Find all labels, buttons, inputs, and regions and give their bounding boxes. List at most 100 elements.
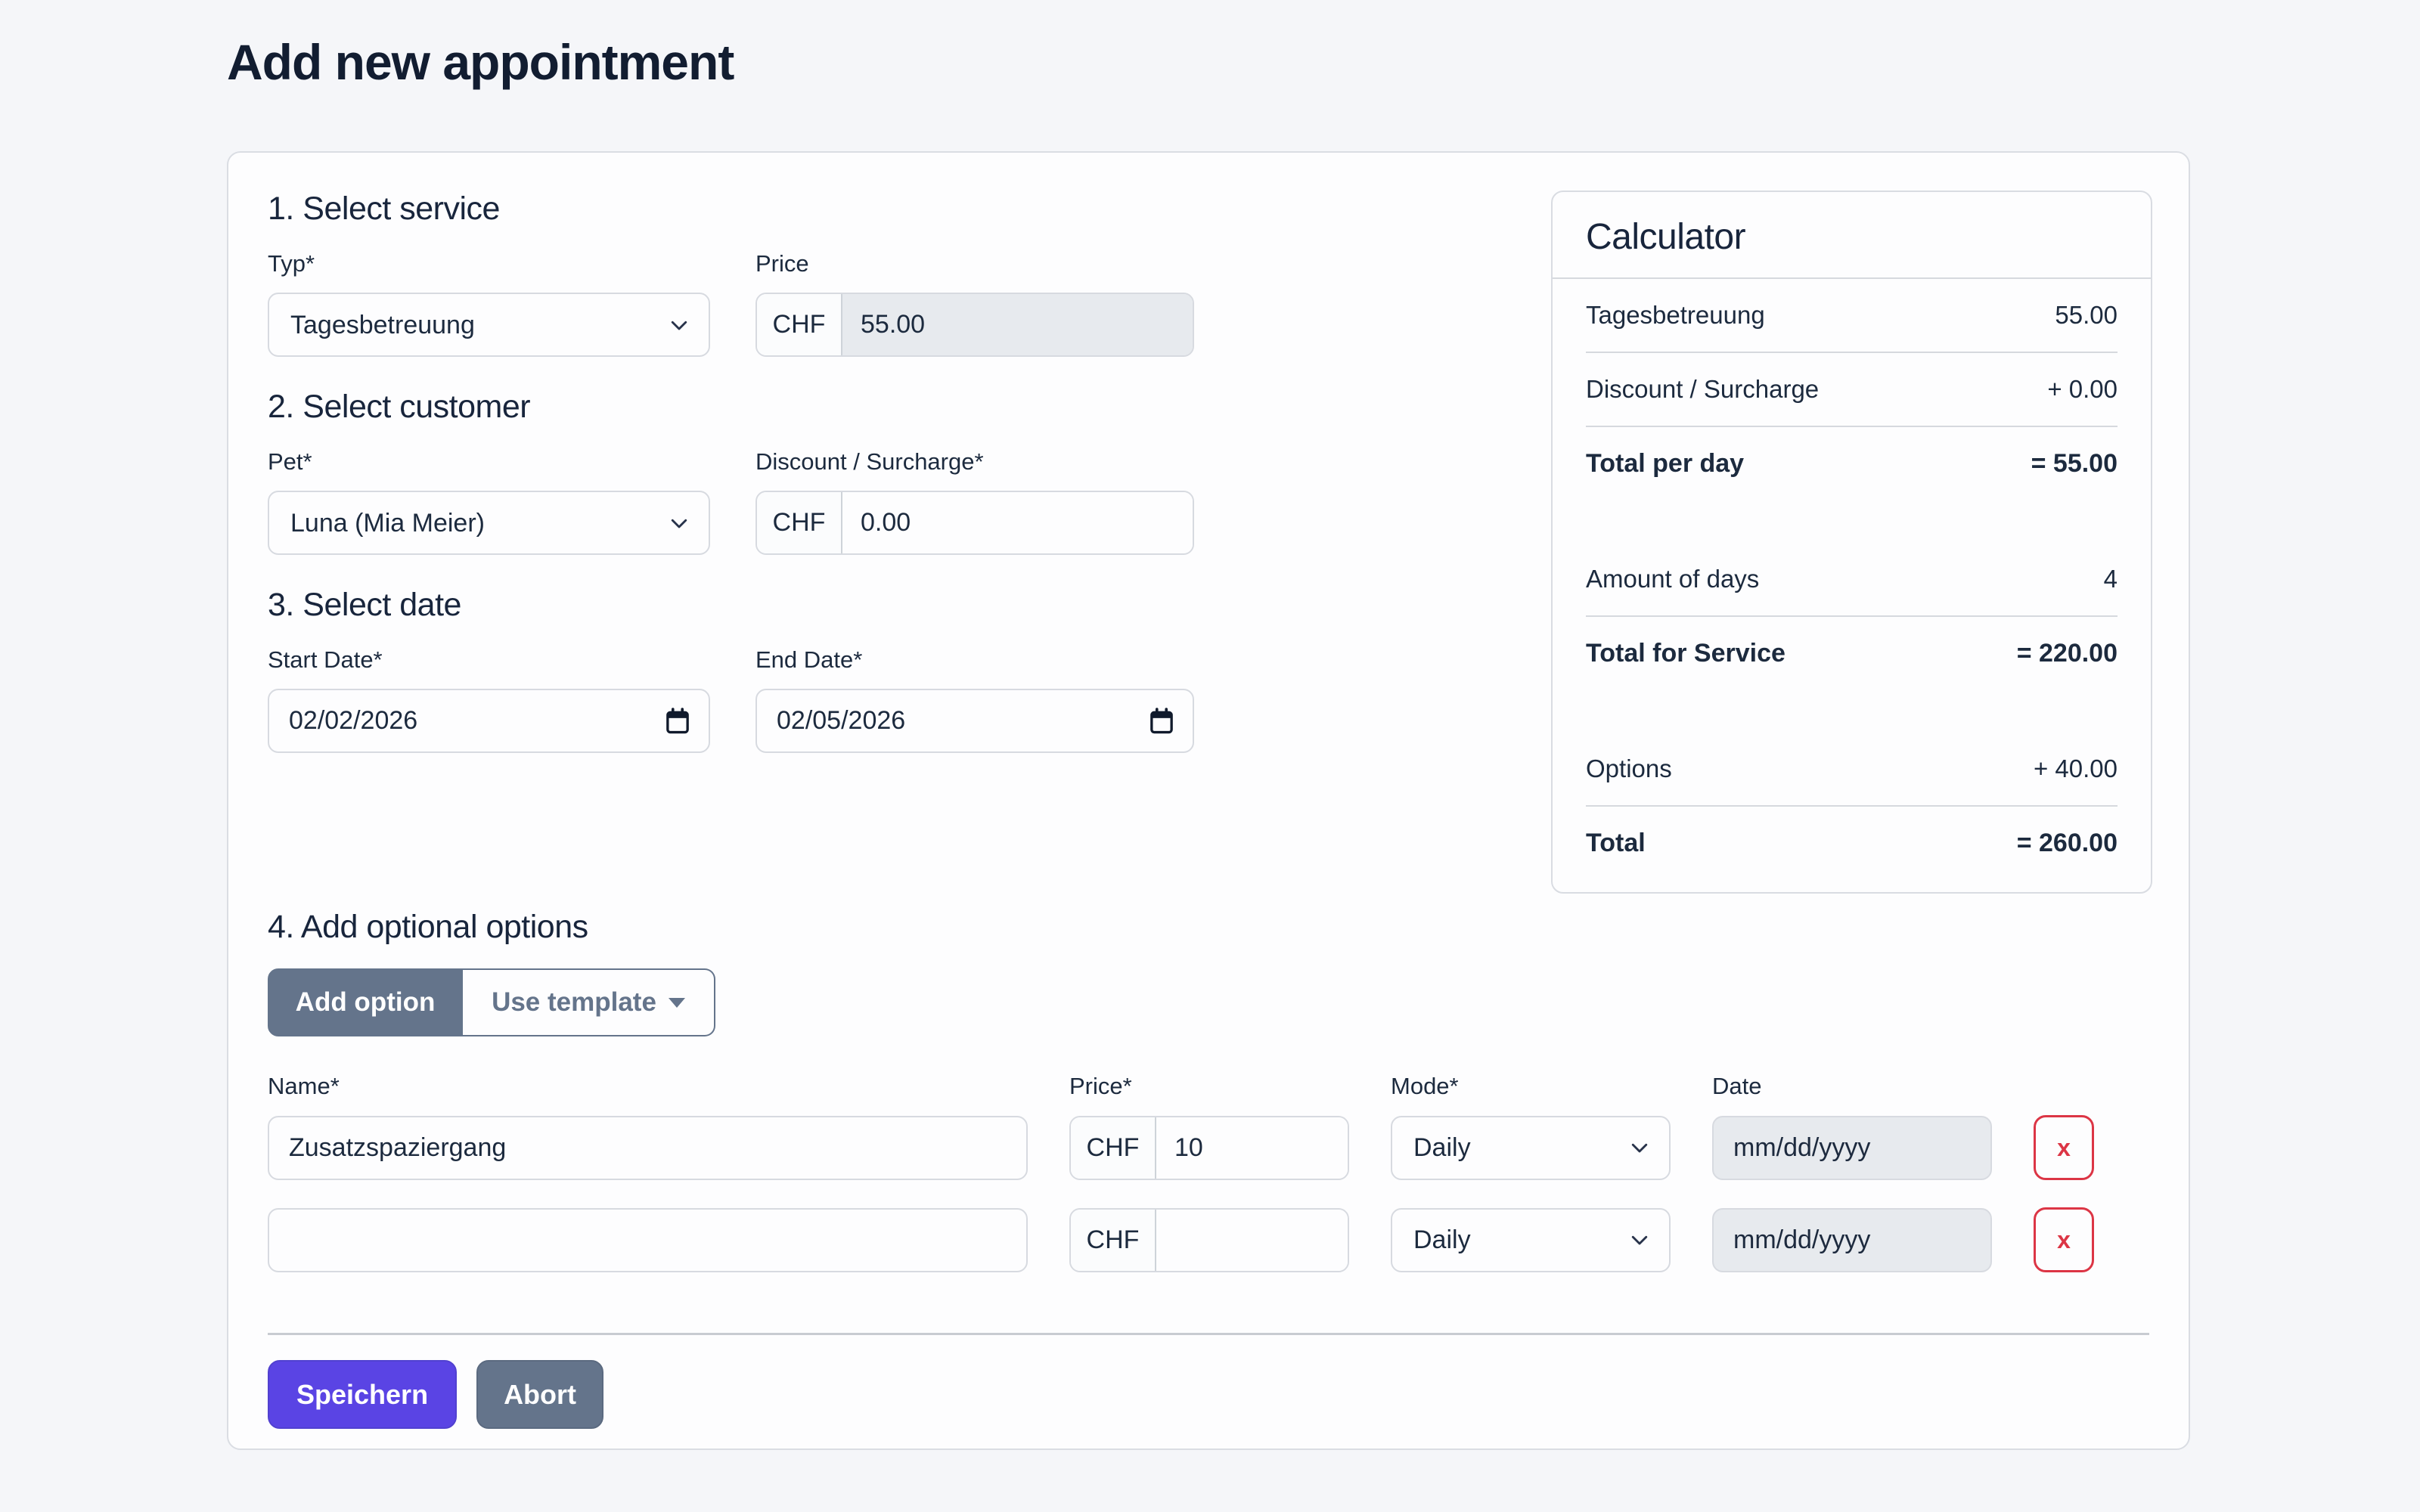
pet-label: Pet*	[268, 448, 312, 475]
customer-fields: Pet* Luna (Mia Meier) Discount / Surchar…	[268, 448, 1516, 555]
option-name-input[interactable]	[268, 1207, 1028, 1272]
calc-row-label: Discount / Surcharge	[1586, 375, 1820, 403]
calc-row-label: Options	[1586, 754, 1672, 782]
price-input	[842, 294, 1193, 355]
calc-row-days: Amount of days 4	[1586, 543, 2118, 615]
calc-row-value: = 220.00	[2016, 639, 2118, 668]
calc-row-label: Total	[1586, 829, 1646, 857]
price-input-group: CHF	[755, 293, 1194, 357]
option-mode-column-label: Mode*	[1391, 1073, 1459, 1099]
currency-prefix: CHF	[1071, 1117, 1156, 1179]
option-price-input[interactable]	[1156, 1117, 1348, 1179]
footer-divider	[268, 1333, 2149, 1335]
option-date-column-label: Date	[1712, 1073, 1762, 1099]
price-field: Price CHF	[755, 250, 1194, 357]
calc-row-service: Tagesbetreuung 55.00	[1586, 279, 2118, 352]
calc-row-label: Total per day	[1586, 449, 1745, 478]
calc-row-total-service: Total for Service = 220.00	[1586, 617, 2118, 690]
calc-row-discount: Discount / Surcharge + 0.00	[1586, 353, 2118, 426]
calc-row-value: + 0.00	[2047, 375, 2118, 403]
calc-row-value: + 40.00	[2033, 754, 2118, 782]
calc-row-total: Total = 260.00	[1586, 807, 2118, 880]
use-template-button[interactable]: Use template	[463, 968, 715, 1036]
option-date-input	[1712, 1207, 1992, 1272]
typ-select-wrap: Tagesbetreuung	[268, 293, 710, 357]
price-label: Price	[755, 250, 809, 277]
calc-row-total-per-day: Total per day = 55.00	[1586, 427, 2118, 500]
currency-prefix: CHF	[757, 294, 842, 355]
discount-label: Discount / Surcharge*	[755, 448, 984, 475]
option-price-column-label: Price*	[1069, 1073, 1132, 1099]
option-name-column-label: Name*	[268, 1073, 340, 1099]
section-heading-customer: 2. Select customer	[268, 389, 531, 425]
calculator-panel: Calculator Tagesbetreuung 55.00 Discount…	[1551, 191, 2152, 894]
calculator-column: Calculator Tagesbetreuung 55.00 Discount…	[1551, 191, 2152, 894]
calc-divider	[1586, 352, 2118, 353]
discount-field: Discount / Surcharge* CHF	[755, 448, 1194, 555]
option-date-input	[1712, 1115, 1992, 1180]
start-date-label: Start Date*	[268, 646, 383, 673]
option-name-input[interactable]	[268, 1115, 1028, 1180]
remove-option-button[interactable]: x	[2034, 1207, 2094, 1272]
abort-button[interactable]: Abort	[476, 1360, 604, 1429]
start-date-input[interactable]	[268, 689, 710, 753]
top-row: 1. Select service Typ* Tagesbetreuung Pr…	[268, 191, 2152, 894]
calculator-body: Tagesbetreuung 55.00 Discount / Surcharg…	[1553, 279, 2151, 880]
typ-select[interactable]: Tagesbetreuung	[268, 293, 710, 357]
option-row: CHF Daily x	[268, 1115, 2149, 1180]
end-date-label: End Date*	[755, 646, 863, 673]
remove-option-button[interactable]: x	[2034, 1115, 2094, 1180]
start-date-wrap	[268, 689, 710, 753]
section-heading-date: 3. Select date	[268, 587, 461, 623]
option-price-group: CHF	[1069, 1207, 1349, 1272]
typ-field: Typ* Tagesbetreuung	[268, 250, 710, 357]
calc-row-value: = 55.00	[2031, 449, 2118, 478]
calc-divider	[1586, 615, 2118, 617]
calc-row-value: 55.00	[2055, 301, 2118, 329]
calculator-header-divider	[1553, 277, 2151, 279]
footer-buttons: Speichern Abort	[268, 1360, 2149, 1429]
section-heading-options: 4. Add optional options	[268, 909, 588, 945]
use-template-label: Use template	[492, 987, 656, 1017]
form-column: 1. Select service Typ* Tagesbetreuung Pr…	[268, 191, 1516, 894]
calculator-heading: Calculator	[1586, 217, 1746, 257]
currency-prefix: CHF	[757, 492, 842, 553]
service-fields: Typ* Tagesbetreuung Price CHF	[268, 250, 1516, 357]
typ-label: Typ*	[268, 250, 315, 277]
option-row: CHF Daily x	[268, 1207, 2149, 1272]
calc-row-label: Tagesbetreuung	[1586, 301, 1765, 329]
end-date-input[interactable]	[755, 689, 1194, 753]
option-column-labels: Name* Price* Mode* Date	[268, 1073, 2149, 1100]
page-title: Add new appointment	[227, 34, 734, 90]
calc-row-label: Total for Service	[1586, 639, 1786, 668]
calc-divider	[1586, 805, 2118, 807]
date-fields: Start Date* End Date*	[268, 646, 1516, 753]
page: Add new appointment 1. Select service Ty…	[227, 34, 2190, 1450]
end-date-wrap	[755, 689, 1194, 753]
option-price-input[interactable]	[1156, 1209, 1348, 1271]
pet-field: Pet* Luna (Mia Meier)	[268, 448, 710, 555]
option-mode-select[interactable]: Daily	[1391, 1115, 1671, 1180]
discount-input-group: CHF	[755, 491, 1194, 555]
discount-input[interactable]	[842, 492, 1193, 553]
calc-row-options: Options + 40.00	[1586, 733, 2118, 805]
start-date-field: Start Date*	[268, 646, 710, 753]
caret-down-icon	[668, 997, 685, 1008]
option-buttons-group: Add option Use template	[268, 968, 715, 1036]
appointment-form-card: 1. Select service Typ* Tagesbetreuung Pr…	[227, 151, 2190, 1450]
option-mode-select[interactable]: Daily	[1391, 1207, 1671, 1272]
option-price-group: CHF	[1069, 1115, 1349, 1180]
calc-row-value: 4	[2103, 565, 2118, 593]
option-mode-select-wrap: Daily	[1391, 1115, 1671, 1180]
pet-select[interactable]: Luna (Mia Meier)	[268, 491, 710, 555]
calc-divider	[1586, 426, 2118, 427]
calc-row-label: Amount of days	[1586, 565, 1760, 593]
pet-select-wrap: Luna (Mia Meier)	[268, 491, 710, 555]
section-heading-service: 1. Select service	[268, 191, 500, 227]
currency-prefix: CHF	[1071, 1209, 1156, 1271]
save-button[interactable]: Speichern	[268, 1360, 458, 1429]
add-option-button[interactable]: Add option	[268, 968, 463, 1036]
end-date-field: End Date*	[755, 646, 1194, 753]
option-mode-select-wrap: Daily	[1391, 1207, 1671, 1272]
calc-row-value: = 260.00	[2016, 829, 2118, 857]
